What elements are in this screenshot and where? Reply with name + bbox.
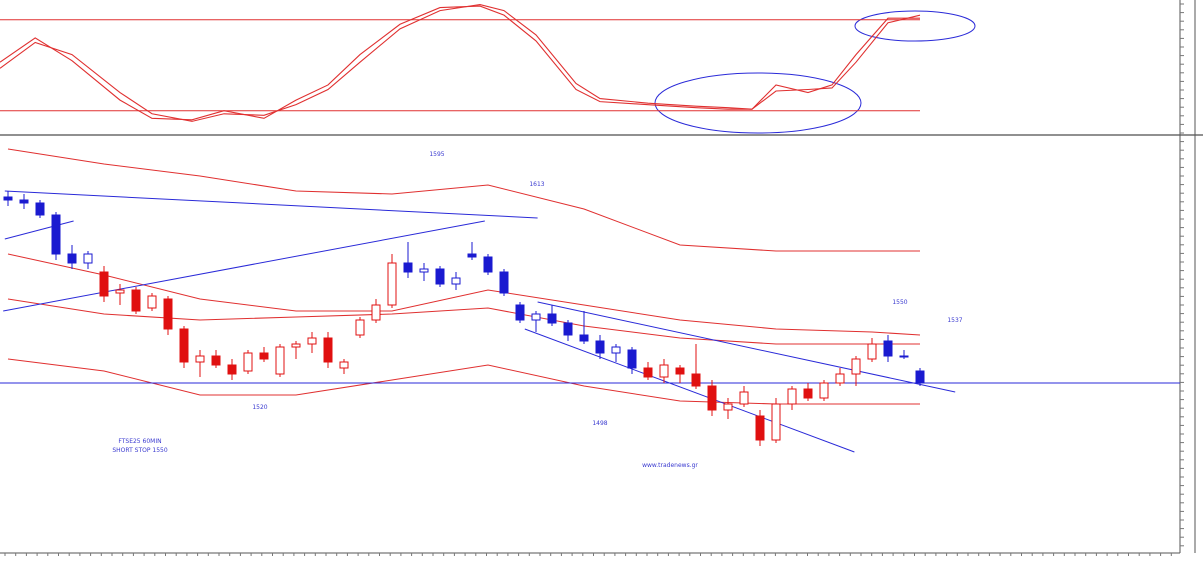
candle-body	[83, 253, 93, 264]
candle-body	[867, 343, 877, 360]
annotation: FTSE25 60MIN	[118, 438, 161, 445]
trend-line	[3, 220, 485, 312]
candle-body	[787, 388, 797, 405]
candle-body	[499, 271, 509, 294]
candle-body	[547, 313, 557, 324]
candle-body	[3, 196, 13, 201]
oscillator-line	[0, 3, 921, 122]
candle-body	[675, 367, 685, 375]
annotation: 1498	[592, 420, 607, 427]
candle-body	[19, 199, 29, 204]
highlight-ellipse	[654, 72, 862, 134]
candle-body	[899, 355, 909, 358]
candle-body	[803, 388, 813, 399]
candle-body	[851, 358, 861, 375]
trend-line	[4, 190, 538, 219]
trend-line	[537, 301, 956, 393]
candle-body	[211, 355, 221, 366]
candle-body	[387, 262, 397, 306]
candle-body	[739, 391, 749, 405]
candle-body	[291, 343, 301, 348]
candle-body	[467, 253, 477, 258]
candle-body	[579, 334, 589, 342]
candle-body	[595, 340, 605, 354]
band-line	[7, 253, 921, 336]
candle-body	[227, 364, 237, 375]
candle-body	[707, 385, 717, 411]
candle-body	[147, 295, 157, 309]
candle-body	[883, 340, 893, 357]
candle-body	[435, 268, 445, 285]
candle-body	[835, 373, 845, 384]
candle-body	[531, 313, 541, 321]
candle-body	[419, 268, 429, 273]
candle-body	[483, 256, 493, 273]
annotation: www.tradenews.gr	[642, 462, 698, 469]
candle-body	[611, 346, 621, 354]
band-line	[7, 148, 920, 252]
candle-body	[115, 289, 125, 294]
candle-body	[771, 403, 781, 441]
highlight-ellipse	[854, 10, 976, 42]
candle-body	[627, 349, 637, 369]
candle-body	[643, 367, 653, 378]
candle-body	[307, 337, 317, 345]
candle-body	[659, 364, 669, 378]
annotation: 1595	[429, 151, 444, 158]
band-line	[7, 358, 920, 405]
candle-body	[67, 253, 77, 264]
candle-body	[99, 271, 109, 297]
oscillator-line	[0, 5, 920, 121]
candle-body	[179, 328, 189, 363]
candle-body	[403, 262, 413, 273]
candle-body	[339, 361, 349, 369]
axis-ticks	[4, 3, 1184, 556]
annotation: 1537	[947, 317, 962, 324]
candle-body	[35, 202, 45, 216]
annotation: SHORT STOP 1550	[112, 447, 168, 454]
candle-body	[163, 298, 173, 330]
candle-body	[195, 355, 205, 363]
candle-body	[915, 370, 925, 384]
trend-line	[524, 328, 855, 453]
candle-body	[275, 346, 285, 375]
candle-body	[259, 352, 269, 360]
candle-body	[243, 352, 253, 372]
candle-body	[691, 373, 701, 387]
candle-body	[755, 415, 765, 441]
annotation: 1550	[892, 299, 907, 306]
candle-body	[515, 304, 525, 321]
annotation: 1613	[529, 181, 544, 188]
trend-line	[4, 220, 74, 240]
candle-body	[131, 289, 141, 312]
candle-body	[371, 304, 381, 321]
candle-body	[723, 403, 733, 411]
candle-body	[51, 214, 61, 255]
candle-body	[819, 382, 829, 399]
candle-body	[451, 277, 461, 285]
annotation: 1520	[252, 404, 267, 411]
candle-body	[563, 322, 573, 336]
candle-body	[355, 319, 365, 336]
candle-body	[323, 337, 333, 363]
